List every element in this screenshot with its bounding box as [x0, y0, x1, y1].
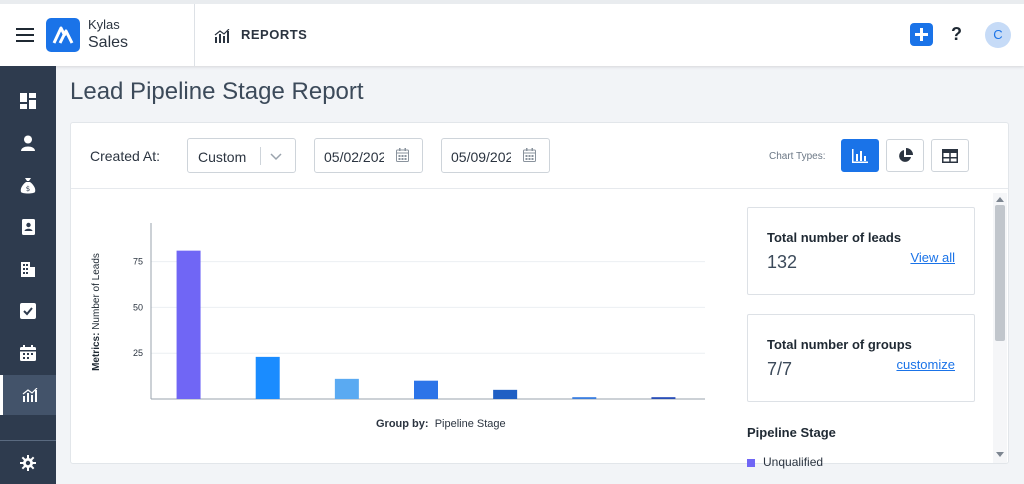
total-leads-value: 132: [767, 252, 798, 272]
total-groups-value: 7/7: [767, 359, 793, 379]
y-tick-label: 50: [133, 302, 143, 312]
chart-types-label: Chart Types:: [769, 151, 826, 162]
calendar-icon[interactable]: [523, 148, 536, 167]
date-range-select[interactable]: Custom: [187, 138, 296, 173]
money-bag-icon: $: [20, 177, 36, 193]
bar: [334, 378, 359, 399]
person-icon: [21, 135, 35, 151]
pie-chart-button[interactable]: [886, 139, 924, 172]
calendar-icon: [20, 345, 36, 361]
table-view-button[interactable]: [931, 139, 969, 172]
sidebar-divider: [0, 440, 56, 441]
sidebar-item-reports[interactable]: [0, 375, 56, 415]
contacts-icon: [21, 219, 35, 235]
brand-name: Kylas: [88, 17, 120, 32]
customize-link[interactable]: customize: [896, 357, 955, 372]
reports-icon: [214, 28, 230, 48]
sidebar: $: [0, 66, 56, 484]
y-axis-label: Metrics: Number of Leads: [91, 253, 102, 371]
help-icon[interactable]: ?: [951, 24, 962, 44]
user-avatar[interactable]: C: [985, 22, 1011, 48]
sidebar-item-dashboard[interactable]: [0, 81, 56, 121]
x-axis-label: Group by: Pipeline Stage: [376, 418, 506, 430]
report-card: Created At: Custom 05/02/2023: [70, 122, 1009, 469]
header-divider: [194, 4, 195, 66]
y-axis-label-value: Number of Leads: [91, 253, 102, 330]
x-axis-label-value: Pipeline Stage: [434, 418, 506, 430]
bar-chart: 25 50 75 Metrics: Number of Leads: [91, 223, 705, 400]
svg-text:$: $: [26, 185, 30, 193]
section-title: REPORTS: [241, 27, 308, 42]
bar: [572, 397, 597, 399]
y-axis-label-prefix: Metrics:: [91, 330, 102, 371]
legend-title: Pipeline Stage: [747, 425, 836, 440]
legend-item-unqualified[interactable]: Unqualified: [747, 455, 823, 469]
y-tick-label: 25: [133, 348, 143, 358]
date-range-value: Custom: [198, 149, 247, 165]
sidebar-item-tasks[interactable]: [0, 291, 56, 331]
bar: [651, 397, 676, 399]
total-leads-card: Total number of leads 132 View all: [747, 207, 975, 295]
bar-chart-icon: [852, 148, 868, 163]
scrollbar[interactable]: [993, 193, 1007, 463]
kylas-logo[interactable]: [46, 18, 80, 52]
bar: [176, 250, 201, 399]
sidebar-item-calendar[interactable]: [0, 333, 56, 373]
sidebar-item-leads[interactable]: [0, 123, 56, 163]
total-groups-card: Total number of groups 7/7 customize: [747, 314, 975, 402]
dashboard-icon: [20, 93, 36, 109]
task-check-icon: [20, 303, 36, 319]
end-date-input[interactable]: 05/09/2023: [441, 138, 550, 173]
y-tick-label: 75: [133, 257, 143, 267]
sidebar-item-companies[interactable]: [0, 249, 56, 289]
page-title: Lead Pipeline Stage Report: [70, 78, 364, 105]
view-all-link[interactable]: View all: [910, 250, 955, 265]
bar: [493, 389, 518, 399]
reports-icon: [22, 388, 37, 402]
legend-item-label: Unqualified: [763, 455, 824, 469]
created-at-label: Created At:: [90, 148, 161, 164]
calendar-icon[interactable]: [396, 148, 409, 167]
brand-product: Sales: [88, 34, 129, 51]
scroll-up-arrow-icon[interactable]: [996, 197, 1004, 202]
bar-chart-button[interactable]: [841, 139, 879, 172]
pie-chart-icon: [899, 147, 913, 162]
scroll-thumb[interactable]: [995, 205, 1005, 341]
table-icon: [942, 148, 958, 163]
total-leads-title: Total number of leads: [767, 230, 902, 245]
chevron-down-icon: [270, 149, 282, 167]
sidebar-item-settings[interactable]: [0, 443, 56, 483]
x-axis-label-prefix: Group by:: [376, 418, 429, 430]
add-button[interactable]: [910, 23, 933, 46]
plus-icon: [915, 28, 928, 41]
legend-swatch: [747, 458, 755, 467]
bar: [414, 380, 438, 399]
hamburger-menu-icon[interactable]: [16, 28, 34, 42]
gear-icon: [20, 455, 36, 471]
bar: [255, 356, 280, 399]
filter-bar: Created At: Custom 05/02/2023: [71, 123, 1008, 189]
end-date-value: 05/09/2023: [451, 149, 511, 165]
start-date-input[interactable]: 05/02/2023: [314, 138, 423, 173]
sidebar-item-contacts[interactable]: [0, 207, 56, 247]
start-date-value: 05/02/2023: [324, 149, 384, 165]
building-icon: [21, 262, 35, 277]
scroll-down-arrow-icon[interactable]: [996, 452, 1004, 457]
total-groups-title: Total number of groups: [767, 337, 912, 352]
select-divider: [260, 147, 261, 165]
sidebar-item-deals[interactable]: $: [0, 165, 56, 205]
top-header: Kylas Sales REPORTS ? C: [0, 0, 1024, 66]
